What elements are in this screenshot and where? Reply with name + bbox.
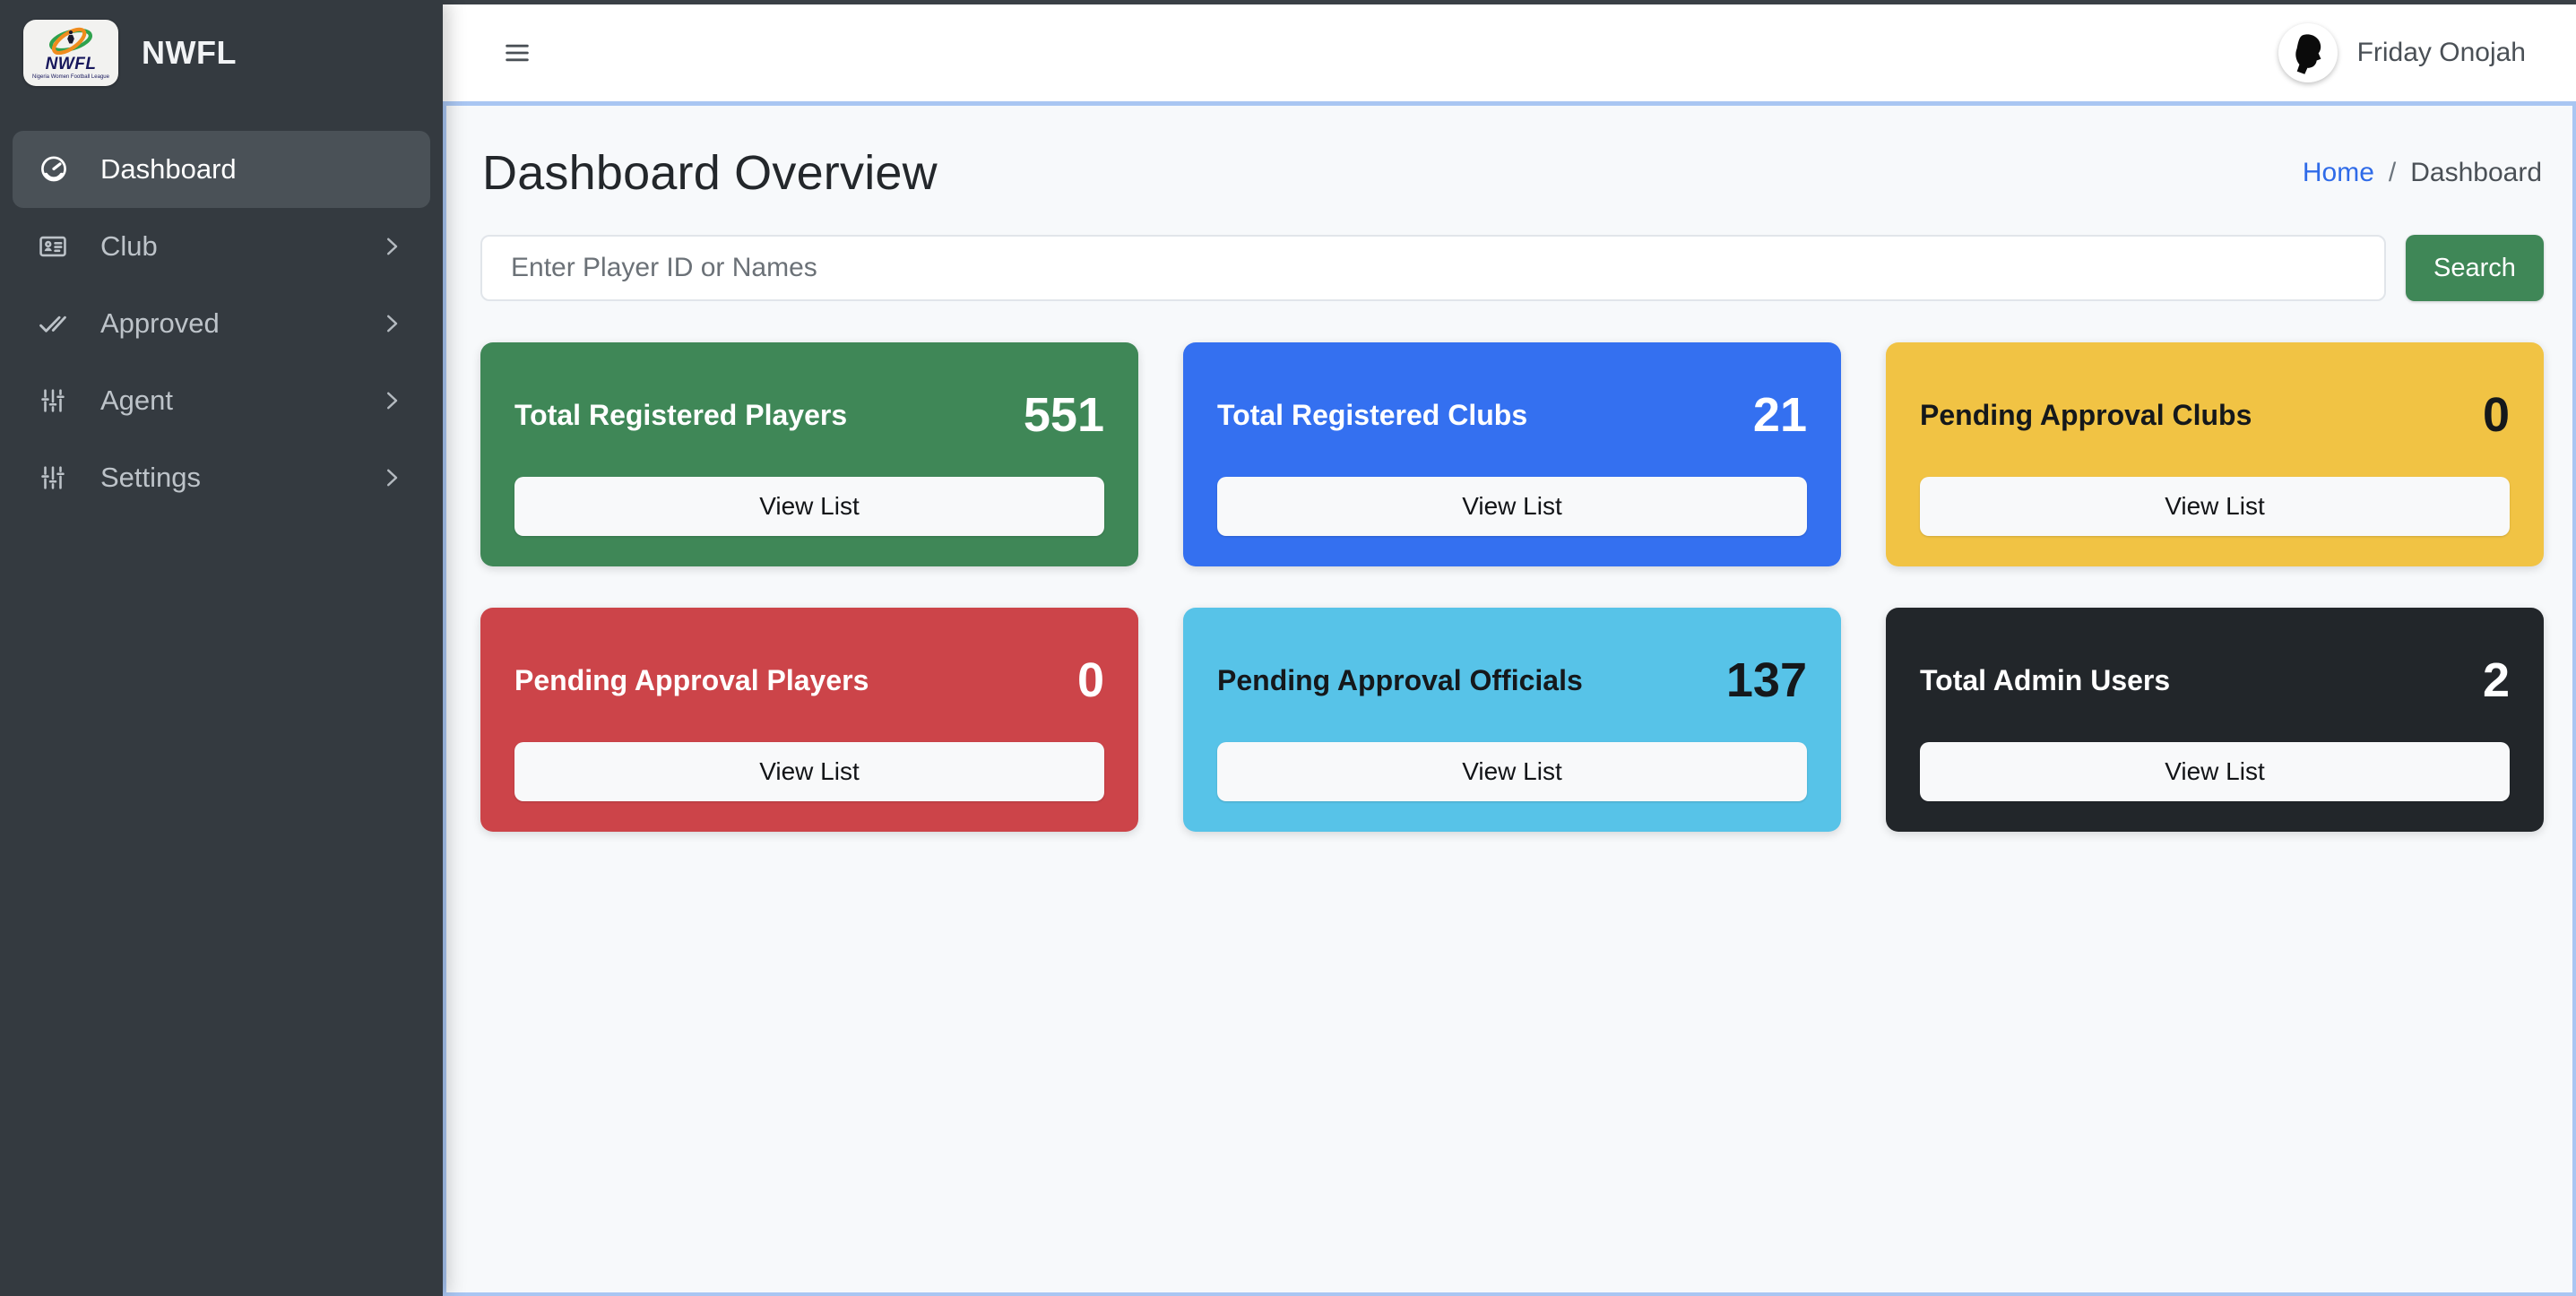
sidebar-item-dashboard[interactable]: Dashboard	[13, 131, 430, 208]
gauge-icon	[38, 153, 79, 186]
sidebar-menu: Dashboard Club Approved Agent Settings	[0, 106, 443, 541]
page-title: Dashboard Overview	[482, 146, 938, 200]
sidebar-item-label: Club	[100, 230, 158, 262]
main-column: Friday Onojah Dashboard Overview Home / …	[443, 0, 2576, 1296]
stat-card-value: 0	[1076, 653, 1104, 707]
stat-card-header: Pending Approval Officials 137	[1217, 608, 1807, 708]
user-silhouette-icon	[2278, 23, 2338, 82]
double-check-icon	[38, 308, 79, 339]
chevron-right-icon	[378, 387, 405, 414]
view-list-button[interactable]: View List	[514, 742, 1104, 801]
stat-card-title: Total Registered Clubs	[1217, 398, 1528, 431]
chevron-right-icon	[378, 233, 405, 260]
sidebar-item-label: Settings	[100, 462, 202, 493]
sidebar-item-label: Agent	[100, 384, 174, 416]
hamburger-icon[interactable]	[497, 32, 538, 73]
sidebar: NWFL Nigeria Women Football League NWFL …	[0, 0, 443, 1296]
search-input[interactable]	[480, 235, 2386, 301]
view-list-button[interactable]: View List	[1217, 742, 1807, 801]
stat-card-header: Total Registered Clubs 21	[1217, 342, 1807, 443]
user-menu[interactable]: Friday Onojah	[2278, 23, 2526, 82]
sidebar-item-club[interactable]: Club	[13, 208, 430, 285]
stat-card-title: Total Admin Users	[1920, 663, 2171, 696]
topbar: Friday Onojah	[443, 0, 2576, 101]
view-list-button[interactable]: View List	[1217, 477, 1807, 536]
id-card-icon	[38, 231, 79, 262]
breadcrumb-home-link[interactable]: Home	[2302, 158, 2374, 187]
stat-card-header: Total Registered Players 551	[514, 342, 1104, 443]
page-head: Dashboard Overview Home / Dashboard	[482, 145, 2542, 201]
breadcrumb: Home / Dashboard	[2303, 158, 2542, 188]
stat-card-value: 21	[1752, 388, 1807, 442]
view-list-button[interactable]: View List	[1920, 742, 2510, 801]
sidebar-item-label: Approved	[100, 307, 220, 339]
stat-card-title: Pending Approval Clubs	[1920, 398, 2252, 431]
nwfl-logo-icon: NWFL Nigeria Women Football League	[23, 20, 118, 86]
stat-card-value: 551	[1023, 388, 1104, 442]
sliders-icon	[38, 385, 79, 416]
stat-card-header: Pending Approval Players 0	[514, 608, 1104, 708]
stat-card-title: Pending Approval Officials	[1217, 663, 1583, 696]
stat-card-title: Pending Approval Players	[514, 663, 869, 696]
stat-card-title: Total Registered Players	[514, 398, 848, 431]
view-list-button[interactable]: View List	[514, 477, 1104, 536]
user-name: Friday Onojah	[2356, 38, 2526, 67]
brand-name: NWFL	[142, 34, 237, 71]
stat-card-value: 0	[2482, 388, 2510, 442]
stat-card-value: 137	[1725, 653, 1807, 707]
breadcrumb-current: Dashboard	[2410, 158, 2542, 187]
view-list-button[interactable]: View List	[1920, 477, 2510, 536]
chevron-right-icon	[378, 464, 405, 491]
chevron-right-icon	[378, 310, 405, 337]
stat-card-value: 2	[2482, 653, 2510, 707]
stat-card-total-registered-players: Total Registered Players 551 View List	[480, 342, 1138, 566]
stat-card-header: Pending Approval Clubs 0	[1920, 342, 2510, 443]
stat-card-pending-approval-players: Pending Approval Players 0 View List	[480, 608, 1138, 832]
stat-card-pending-approval-clubs: Pending Approval Clubs 0 View List	[1886, 342, 2544, 566]
sidebar-item-approved[interactable]: Approved	[13, 285, 430, 362]
search-bar: Search	[480, 235, 2544, 301]
stat-card-total-admin-users: Total Admin Users 2 View List	[1886, 608, 2544, 832]
breadcrumb-separator: /	[2388, 158, 2397, 187]
stat-cards-grid: Total Registered Players 551 View List T…	[480, 342, 2544, 832]
content-panel: Dashboard Overview Home / Dashboard Sear…	[443, 101, 2576, 1296]
stat-card-header: Total Admin Users 2	[1920, 608, 2510, 708]
logo-tagline: Nigeria Women Football League	[32, 74, 109, 80]
search-button[interactable]: Search	[2406, 235, 2544, 301]
stat-card-pending-approval-officials: Pending Approval Officials 137 View List	[1183, 608, 1841, 832]
stat-card-total-registered-clubs: Total Registered Clubs 21 View List	[1183, 342, 1841, 566]
brand: NWFL Nigeria Women Football League NWFL	[0, 0, 443, 106]
logo-wordmark: NWFL	[45, 55, 97, 73]
sliders-icon	[38, 462, 79, 493]
nwfl-logo-swirl-icon	[49, 27, 92, 55]
sidebar-item-agent[interactable]: Agent	[13, 362, 430, 439]
sidebar-item-label: Dashboard	[100, 153, 237, 185]
sidebar-item-settings[interactable]: Settings	[13, 439, 430, 516]
